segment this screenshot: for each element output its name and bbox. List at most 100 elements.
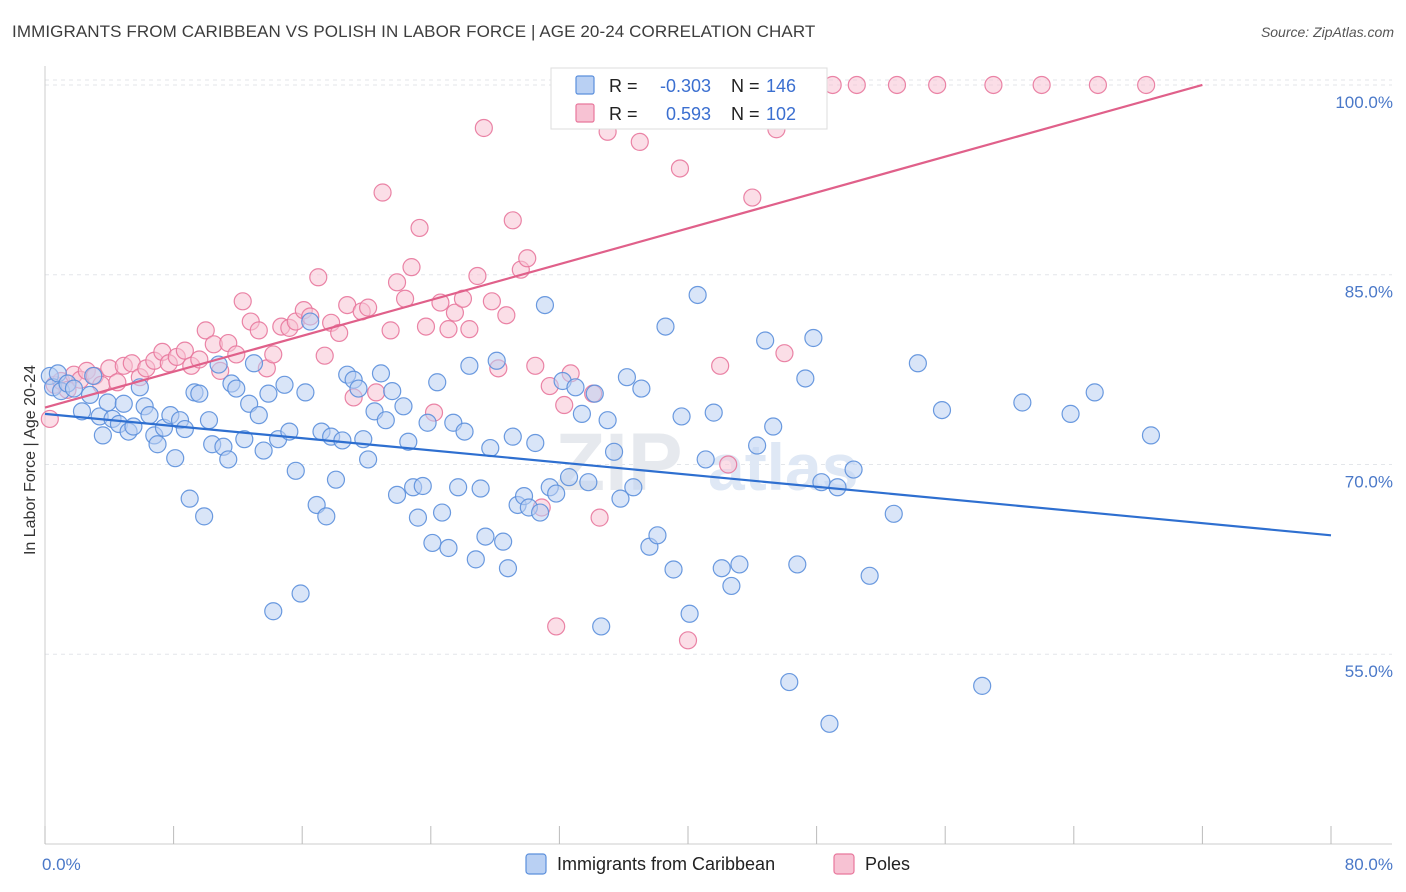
caribbean-point-93 bbox=[526, 433, 545, 453]
caribbean-point-44 bbox=[264, 602, 283, 621]
caribbean-point-120 bbox=[712, 559, 731, 578]
caribbean-point-81 bbox=[460, 356, 479, 375]
series-label-caribbean: Immigrants from Caribbean bbox=[557, 854, 775, 874]
caribbean-point-87 bbox=[494, 532, 513, 551]
poles-point-91 bbox=[775, 344, 794, 363]
caribbean-point-8 bbox=[84, 366, 103, 386]
caribbean-point-114 bbox=[664, 560, 683, 579]
poles-point-84 bbox=[678, 631, 698, 650]
caribbean-point-68 bbox=[394, 397, 413, 416]
caribbean-point-136 bbox=[908, 354, 927, 373]
caribbean-point-101 bbox=[572, 404, 592, 423]
caribbean-point-49 bbox=[291, 584, 310, 603]
caribbean-point-5 bbox=[64, 379, 84, 398]
source-credit: Source: ZipAtlas.com bbox=[1260, 24, 1394, 40]
caribbean-point-137 bbox=[932, 400, 952, 420]
legend-box bbox=[550, 67, 828, 130]
caribbean-point-88 bbox=[498, 559, 518, 578]
poles-point-100 bbox=[1088, 75, 1108, 95]
caribbean-point-64 bbox=[371, 364, 391, 383]
y-tick-label-3: 55.0% bbox=[1345, 662, 1393, 681]
caribbean-point-43 bbox=[259, 384, 278, 403]
poles-point-83 bbox=[670, 159, 690, 178]
legend-n-value-2: 102 bbox=[766, 104, 796, 124]
tick-labels: 100.0% 85.0% 70.0% 55.0% 0.0% 80.0% bbox=[42, 93, 1393, 874]
poles-point-55 bbox=[439, 320, 458, 339]
y-tick-label-2: 70.0% bbox=[1345, 472, 1393, 491]
caribbean-point-142 bbox=[1141, 426, 1161, 445]
caribbean-point-127 bbox=[788, 555, 807, 574]
caribbean-point-48 bbox=[286, 461, 305, 480]
series-swatch-poles bbox=[833, 853, 855, 875]
caribbean-point-41 bbox=[249, 406, 268, 425]
poles-point-96 bbox=[887, 75, 907, 95]
poles-point-19 bbox=[175, 341, 194, 360]
caribbean-point-76 bbox=[432, 503, 452, 522]
caribbean-point-46 bbox=[275, 375, 294, 394]
poles-point-29 bbox=[249, 321, 268, 340]
caribbean-point-71 bbox=[408, 508, 428, 527]
caribbean-point-126 bbox=[780, 672, 799, 692]
caribbean-point-66 bbox=[383, 382, 402, 401]
caribbean-point-69 bbox=[399, 432, 418, 451]
legend-r-label-2: R = bbox=[609, 104, 638, 124]
series-legend: Immigrants from Caribbean Poles bbox=[525, 853, 910, 875]
caribbean-point-110 bbox=[632, 379, 651, 398]
caribbean-point-104 bbox=[592, 617, 611, 636]
caribbean-point-67 bbox=[387, 485, 407, 504]
poles-point-60 bbox=[474, 118, 493, 138]
caribbean-point-103 bbox=[585, 384, 604, 403]
legend-r-value-2: 0.593 bbox=[666, 104, 711, 124]
legend-r-value-1: -0.303 bbox=[660, 76, 711, 96]
caribbean-point-133 bbox=[844, 460, 863, 479]
caribbean-point-138 bbox=[973, 676, 992, 695]
trend-lines bbox=[44, 83, 1332, 537]
caribbean-point-31 bbox=[199, 411, 219, 430]
legend-n-label-1: N = bbox=[731, 76, 760, 96]
poles-point-22 bbox=[196, 321, 215, 340]
caribbean-point-26 bbox=[175, 419, 194, 439]
poles-point-101 bbox=[1137, 75, 1156, 95]
caribbean-point-125 bbox=[764, 417, 783, 436]
poles-point-40 bbox=[330, 323, 349, 343]
legend-swatch-blue bbox=[575, 75, 595, 95]
caribbean-point-83 bbox=[471, 479, 490, 498]
legend-n-label-2: N = bbox=[731, 104, 760, 124]
caribbean-point-105 bbox=[598, 411, 617, 430]
caribbean-point-21 bbox=[148, 435, 167, 454]
caribbean-points bbox=[40, 285, 1161, 733]
x-tick-label-min: 0.0% bbox=[42, 855, 81, 874]
poles-point-66 bbox=[518, 249, 537, 268]
series-swatch-caribbean bbox=[525, 853, 547, 875]
caribbean-point-116 bbox=[680, 604, 699, 623]
poles-point-71 bbox=[555, 395, 574, 415]
poles-point-52 bbox=[416, 317, 436, 336]
caribbean-point-73 bbox=[418, 413, 437, 432]
caribbean-point-42 bbox=[254, 441, 273, 460]
caribbean-point-106 bbox=[604, 442, 624, 461]
caribbean-point-14 bbox=[114, 394, 133, 413]
caribbean-point-6 bbox=[72, 402, 92, 421]
caribbean-point-11 bbox=[98, 393, 117, 412]
poles-point-63 bbox=[497, 306, 516, 325]
caribbean-point-129 bbox=[804, 328, 823, 348]
caribbean-point-134 bbox=[860, 566, 879, 585]
caribbean-point-107 bbox=[611, 489, 630, 508]
poles-point-98 bbox=[984, 75, 1003, 95]
caribbean-point-10 bbox=[93, 426, 112, 445]
caribbean-point-74 bbox=[423, 533, 442, 553]
y-axis-label: In Labor Force | Age 20-24 bbox=[22, 365, 39, 555]
poles-point-0 bbox=[40, 409, 59, 429]
y-tick-label-1: 85.0% bbox=[1345, 283, 1393, 302]
poles-point-37 bbox=[309, 268, 328, 287]
caribbean-point-77 bbox=[439, 538, 458, 558]
poles-point-48 bbox=[387, 273, 407, 292]
x-tick-label-max: 80.0% bbox=[1345, 855, 1393, 874]
caribbean-point-84 bbox=[476, 527, 495, 546]
caribbean-point-27 bbox=[180, 489, 199, 508]
caribbean-point-139 bbox=[1013, 393, 1032, 412]
caribbean-point-95 bbox=[535, 295, 555, 315]
poles-point-64 bbox=[503, 211, 522, 230]
series-label-poles: Poles bbox=[865, 854, 910, 874]
